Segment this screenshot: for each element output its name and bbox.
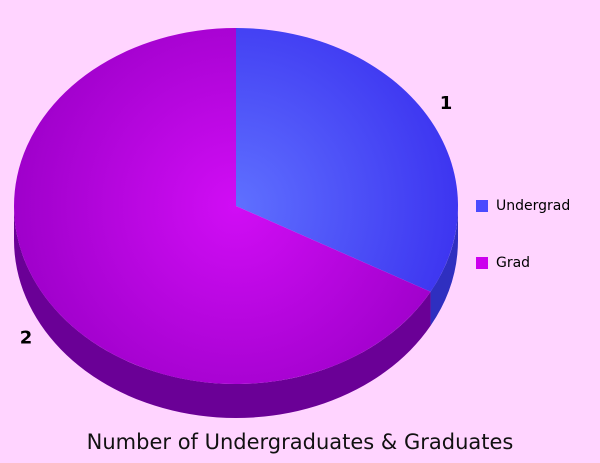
- legend-label-undergrad: Undergrad: [496, 198, 571, 214]
- chart-title: Number of Undergraduates & Graduates: [86, 430, 514, 454]
- data-label-undergrad: 1: [440, 93, 453, 114]
- data-label-grad: 2: [20, 327, 33, 348]
- pie-slice-side-undergrad: [430, 206, 458, 326]
- legend-swatch-undergrad: [476, 200, 488, 212]
- pie-slice-grad: [13, 27, 431, 384]
- pie-slice-undergrad: [236, 28, 459, 292]
- pie-slice-side-grad: [14, 206, 431, 419]
- legend-label-grad: Grad: [496, 255, 531, 271]
- legend-swatch-grad: [476, 257, 488, 269]
